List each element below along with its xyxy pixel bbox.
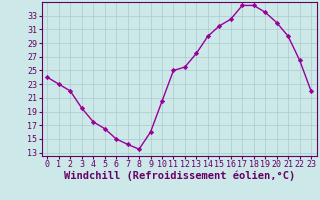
X-axis label: Windchill (Refroidissement éolien,°C): Windchill (Refroidissement éolien,°C) <box>64 171 295 181</box>
